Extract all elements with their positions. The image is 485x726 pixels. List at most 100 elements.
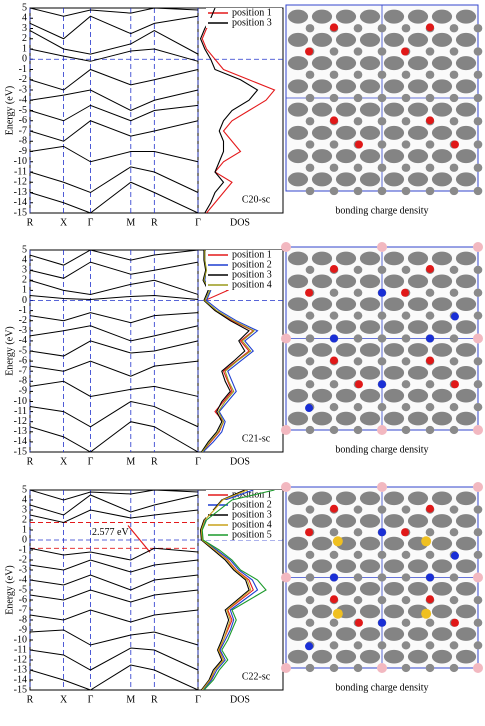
density-lobe [431, 125, 453, 140]
density-lobe [359, 582, 381, 596]
chart-title: C21-sc [242, 433, 271, 444]
density-lobe [425, 528, 435, 537]
density-lobe [359, 536, 381, 551]
density-lobe [311, 491, 333, 506]
density-lobe [311, 297, 333, 312]
legend-bg [206, 500, 282, 510]
density-lobe [335, 274, 357, 289]
y-tick-label: -7 [19, 365, 27, 376]
density-lobe [401, 70, 411, 79]
density-lobe [359, 411, 381, 426]
density-lobe [335, 559, 357, 573]
x-tick-label: Γ [88, 456, 94, 467]
gap-arrow [127, 525, 151, 553]
density-lobe [401, 311, 411, 320]
density-lobe [359, 149, 381, 164]
legend-label: position 2 [232, 259, 272, 270]
density-lobe [377, 596, 387, 605]
density-lobe [431, 9, 453, 24]
density-lobe [335, 172, 357, 187]
density-lobe [311, 649, 333, 664]
band-line [30, 8, 199, 17]
density-lobe [383, 559, 405, 573]
density-lobe [383, 320, 405, 334]
density-lobe [473, 140, 483, 149]
density-lobe [431, 388, 453, 403]
density-lobe [377, 265, 387, 274]
density-lobe [473, 311, 483, 320]
density-lobe [473, 186, 483, 196]
density-lobe [425, 47, 435, 56]
density-lobe [287, 102, 309, 117]
band-line [30, 166, 199, 194]
y-tick-label: -15 [14, 684, 27, 695]
y-tick-label: -15 [14, 446, 27, 457]
density-lobe [383, 32, 405, 47]
legend-label: position 1 [232, 7, 272, 18]
density-lobe [455, 582, 477, 596]
density-lobe [383, 9, 405, 24]
density-lobe [425, 550, 435, 559]
density-lobe [473, 288, 483, 297]
density-lobe [473, 641, 483, 650]
atom [450, 551, 459, 560]
density-lobe [473, 70, 483, 79]
density-lobe [287, 604, 309, 619]
y-tick-label: -3 [19, 84, 27, 95]
density-lobe [407, 514, 429, 528]
density-lobe [329, 528, 339, 537]
density-lobe [407, 9, 429, 24]
density-lobe [425, 70, 435, 79]
density-lobe [473, 265, 483, 274]
density-lobe [473, 93, 483, 103]
density-lobe [335, 251, 357, 266]
legend-bg [206, 8, 282, 18]
y-tick-label: -15 [14, 207, 27, 218]
band-line [30, 490, 199, 501]
density-lobe [449, 573, 459, 582]
density-lobe [383, 365, 405, 380]
atom [450, 380, 459, 389]
y-tick-label: -5 [19, 105, 27, 116]
y-tick-label: -10 [14, 396, 27, 407]
density-lobe [449, 163, 459, 172]
y-tick-label: -11 [14, 406, 27, 417]
density-lobe [329, 311, 339, 320]
density-lobe [335, 649, 357, 664]
density-lobe [383, 582, 405, 596]
density-lobe [455, 172, 477, 187]
image-caption: bonding charge density [335, 682, 428, 693]
atom [354, 380, 363, 389]
density-lobe [455, 536, 477, 551]
y-tick-label: -3 [19, 325, 27, 336]
density-lobe [353, 163, 363, 172]
density-lobe [407, 56, 429, 71]
legend-bg [206, 530, 282, 540]
density-lobe [353, 311, 363, 320]
density-lobe [287, 297, 309, 312]
y-tick-label: -1 [19, 305, 27, 316]
x-tick-label: M [126, 217, 135, 228]
density-lobe [473, 505, 483, 514]
density-lobe [287, 32, 309, 47]
density-lobe [329, 425, 339, 435]
density-lobe [311, 79, 333, 94]
density-lobe [383, 102, 405, 117]
density-lobe [425, 403, 435, 412]
density-lobe [449, 425, 459, 435]
x-tick-label: R [27, 217, 34, 228]
density-lobe [455, 514, 477, 528]
density-lobe [449, 641, 459, 650]
density-lobe [425, 641, 435, 650]
density-lobe [431, 79, 453, 94]
density-lobe [425, 186, 435, 196]
density-lobe [359, 559, 381, 573]
density-lobe [305, 70, 315, 79]
density-lobe [431, 627, 453, 641]
density-lobe [473, 550, 483, 559]
atom [473, 663, 483, 673]
density-lobe [377, 334, 387, 343]
density-lobe [407, 320, 429, 334]
density-lobe [335, 411, 357, 426]
